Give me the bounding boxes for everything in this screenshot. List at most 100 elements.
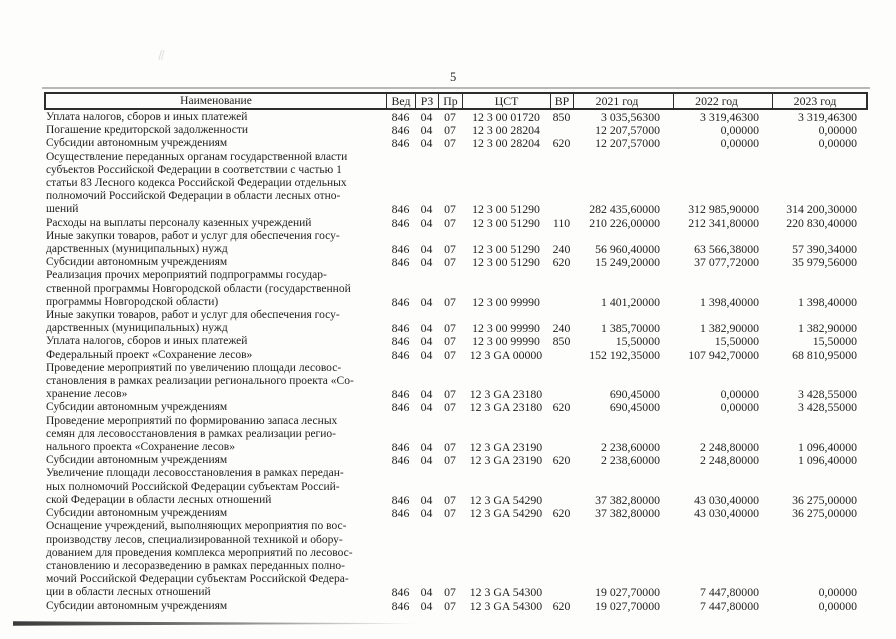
cell-pr: 07	[444, 202, 456, 217]
cell-vr: 620	[552, 506, 571, 521]
cell-vr: 620	[552, 453, 571, 468]
table-header-row: Наименование Вед РЗ Пр ЦСТ ВР 2021 год 2022 год…	[42, 87, 870, 110]
cell-y2023: 3 428,55000	[798, 400, 857, 415]
cell-y2023: 1 096,40000	[798, 440, 857, 455]
cell-pr: 07	[444, 334, 456, 349]
cell-y2023: 36 275,00000	[792, 506, 857, 521]
scan-artifact-bottom	[13, 621, 433, 626]
cell-name: Проведение мероприятий по увеличению пло…	[46, 361, 354, 401]
cell-y2021: 12 207,57000	[595, 123, 660, 138]
cell-y2022: 1 398,40000	[700, 294, 759, 309]
cell-ved: 846	[391, 585, 410, 600]
header-cell-y2023: 2023 год	[772, 92, 868, 110]
cell-cst: 12 3 00 51290	[472, 242, 540, 257]
cell-vr: 620	[552, 598, 571, 613]
cell-vr: 620	[552, 136, 571, 151]
cell-ved: 846	[391, 440, 410, 455]
cell-vr: 240	[552, 242, 571, 257]
cell-pr: 07	[444, 400, 456, 415]
cell-y2021: 282 435,60000	[589, 202, 660, 217]
cell-pr: 07	[444, 123, 456, 138]
cell-y2022: 15,50000	[714, 334, 759, 349]
cell-y2022: 312 985,90000	[688, 202, 759, 217]
cell-cst: 12 3 00 51290	[472, 215, 540, 230]
header-cell-ved: Вед	[386, 92, 415, 110]
cell-pr: 07	[444, 321, 456, 336]
cell-vr: 110	[552, 215, 571, 230]
cell-y2021: 37 382,80000	[595, 506, 660, 521]
scan-artifact-top	[156, 50, 166, 60]
cell-cst: 12 3 00 99990	[472, 294, 540, 309]
cell-ved: 846	[391, 598, 410, 613]
cell-y2021: 15 249,20000	[595, 255, 660, 270]
cell-y2023: 57 390,34000	[792, 242, 857, 257]
cell-pr: 07	[444, 294, 456, 309]
cell-cst: 12 3 00 99990	[472, 321, 540, 336]
cell-ved: 846	[391, 453, 410, 468]
cell-rz: 04	[420, 598, 433, 613]
table-row: Федеральный проект «Сохранение лесов» 846…	[44, 347, 868, 362]
cell-y2021: 690,45000	[609, 400, 660, 415]
cell-ved: 846	[391, 387, 410, 402]
table-row: Субсидии автономным учреждениям 846 04 07 12…	[44, 137, 868, 150]
cell-y2023: 0,00000	[818, 585, 857, 600]
cell-ved: 846	[391, 202, 410, 217]
cell-y2021: 12 207,57000	[595, 136, 660, 151]
cell-y2023: 36 275,00000	[792, 492, 857, 507]
cell-y2023: 3 428,55000	[798, 387, 857, 402]
cell-rz: 04	[420, 347, 433, 362]
cell-name: Субсидии автономным учреждениям	[46, 454, 228, 467]
cell-y2022: 107 942,70000	[688, 347, 759, 362]
cell-name: Уплата налогов, сборов и иных платежей	[46, 111, 248, 123]
cell-y2021: 1 385,70000	[601, 321, 660, 336]
table-row: Увеличение площади лесовосстановления в …	[44, 467, 868, 507]
table-row: Осуществление переданных органам государ…	[44, 151, 868, 217]
cell-pr: 07	[444, 136, 456, 151]
table-row: Уплата налогов, сборов и иных платежей 84…	[44, 335, 868, 348]
table-row: Субсидии автономным учреждениям 846 04 07 12…	[44, 454, 868, 467]
cell-y2023: 1 382,90000	[798, 321, 857, 336]
cell-y2021: 210 226,00000	[589, 215, 660, 230]
cell-rz: 04	[420, 123, 433, 138]
cell-ved: 846	[391, 255, 410, 270]
table-row: Проведение мероприятий по формированию з…	[44, 415, 868, 455]
cell-y2021: 152 192,35000	[589, 347, 660, 362]
table-row: Иные закупки товаров, работ и услуг для …	[44, 309, 868, 335]
cell-y2022: 2 248,80000	[700, 453, 759, 468]
cell-rz: 04	[420, 400, 433, 415]
cell-y2023: 35 979,56000	[792, 255, 857, 270]
cell-name: Субсидии автономным учреждениям	[46, 401, 228, 414]
cell-vr: 240	[552, 321, 571, 336]
cell-pr: 07	[444, 506, 456, 521]
cell-y2022: 7 447,80000	[700, 585, 759, 600]
cell-ved: 846	[391, 492, 410, 507]
cell-y2023: 0,00000	[818, 598, 857, 613]
cell-name: Расходы на выплаты персоналу казенных уч…	[46, 216, 312, 229]
cell-rz: 04	[420, 255, 433, 270]
cell-vr: 620	[552, 255, 571, 270]
cell-y2021: 3 035,56300	[601, 110, 660, 124]
cell-y2023: 1 398,40000	[798, 294, 857, 309]
cell-vr: 620	[552, 400, 571, 415]
cell-rz: 04	[420, 492, 433, 507]
cell-pr: 07	[444, 585, 456, 600]
cell-y2023: 3 319,46300	[798, 110, 857, 124]
cell-ved: 846	[391, 123, 410, 138]
cell-cst: 12 3 GA 54290	[469, 506, 543, 521]
cell-ved: 846	[391, 242, 410, 257]
header-cell-rz: РЗ	[415, 92, 438, 110]
cell-y2022: 43 030,40000	[694, 492, 759, 507]
cell-pr: 07	[444, 347, 456, 362]
cell-rz: 04	[420, 136, 433, 151]
table-row: Погашение кредиторской задолженности 846 0…	[44, 124, 868, 137]
budget-appropriations-table: Наименование Вед РЗ Пр ЦСТ ВР 2021 год 2022 год…	[42, 87, 870, 613]
cell-cst: 12 3 00 01720	[472, 110, 540, 124]
header-cell-vr: ВР	[550, 92, 573, 110]
cell-name: Осуществление переданных органам государ…	[46, 150, 348, 216]
cell-y2022: 0,00000	[720, 387, 759, 402]
table-row: Проведение мероприятий по увеличению пло…	[44, 362, 868, 402]
cell-y2022: 0,00000	[720, 136, 759, 151]
cell-name: Субсидии автономным учреждениям	[46, 599, 228, 612]
cell-cst: 12 3 GA 54300	[469, 585, 543, 600]
header-cell-y2021: 2021 год	[573, 92, 673, 110]
